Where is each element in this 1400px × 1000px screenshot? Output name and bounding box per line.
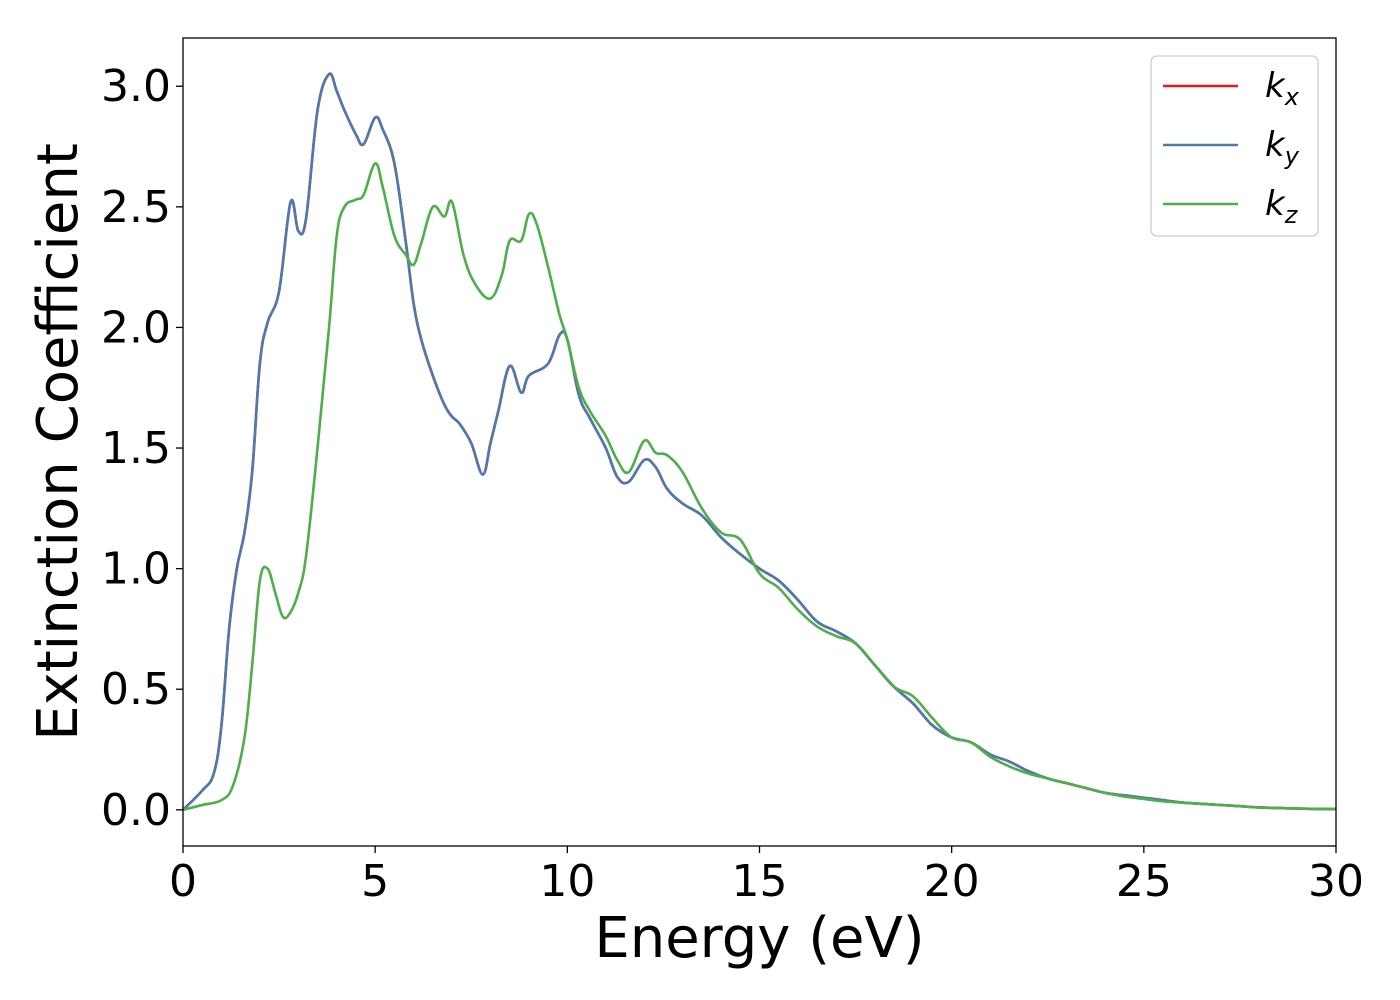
x-axis: 0 5 10 15 20 25 30 [169,846,1364,907]
y-tick-label: 2.0 [101,302,171,353]
y-tick-label: 2.5 [101,182,171,233]
y-tick-label: 1.0 [101,544,171,595]
y-axis-title: Extinction Coefficient [26,143,91,741]
legend-label-subscript: z [1284,201,1299,229]
legend-label-z: kz [1265,184,1299,229]
x-tick-label: 5 [361,856,389,907]
x-tick-label: 20 [924,856,980,907]
x-axis-title: Energy (eV) [594,906,924,971]
y-tick-label: 0.0 [101,785,171,836]
x-tick-label: 10 [539,856,595,907]
legend-label-subscript: x [1284,83,1300,111]
x-tick-label: 25 [1116,856,1172,907]
legend-label-base: k [1265,125,1286,165]
x-tick-label: 30 [1308,856,1364,907]
legend-label-subscript: y [1284,142,1300,170]
y-tick-label: 0.5 [101,664,171,715]
y-tick-label: 3.0 [101,61,171,112]
legend-label-x: kx [1265,66,1300,111]
y-tick-label: 1.5 [101,423,171,474]
x-tick-label: 15 [732,856,788,907]
legend-label-base: k [1265,66,1286,106]
legend-label-y: ky [1265,125,1300,170]
series-line-z [183,162,1336,812]
x-tick-label: 0 [169,856,197,907]
y-axis: 0.0 0.5 1.0 1.5 2.0 2.5 3.0 [101,61,183,836]
legend-label-base: k [1265,184,1286,224]
